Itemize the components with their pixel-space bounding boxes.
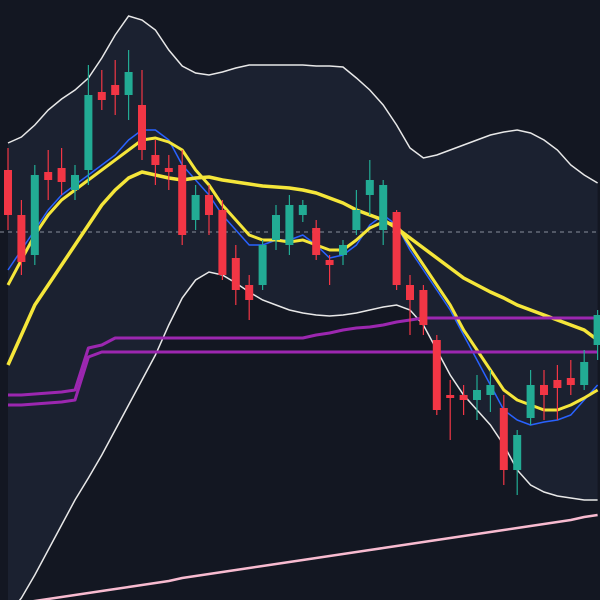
candle-body xyxy=(486,385,495,395)
candle-body xyxy=(312,228,321,255)
candle-body xyxy=(71,175,79,190)
candle-body xyxy=(392,212,401,285)
overlay-line xyxy=(6,136,599,412)
candle-body xyxy=(540,385,548,395)
candle-body xyxy=(17,215,26,262)
candle-body xyxy=(473,390,481,400)
overlay-line xyxy=(8,350,598,407)
candle-body xyxy=(406,285,414,300)
candle-body xyxy=(164,168,173,172)
candle-body xyxy=(459,395,468,400)
candle-body xyxy=(124,72,133,95)
candle-body xyxy=(111,85,120,95)
candle-body xyxy=(44,172,53,180)
candle-body xyxy=(352,210,361,230)
candle-body xyxy=(97,92,106,100)
candle-body xyxy=(151,155,160,165)
candle-body xyxy=(231,258,240,290)
candle-body xyxy=(205,195,213,215)
overlay-line xyxy=(7,129,599,426)
candle-body xyxy=(84,95,93,170)
candle-body xyxy=(593,315,600,345)
overlay-line xyxy=(8,316,598,397)
candle-body xyxy=(419,290,428,325)
band-upper xyxy=(7,15,598,184)
candle-body xyxy=(325,260,334,265)
candle-body xyxy=(553,380,562,388)
candle-body xyxy=(191,195,200,220)
candle-body xyxy=(218,210,227,275)
candle-body xyxy=(138,105,146,150)
candle-body xyxy=(446,395,455,398)
candle-body xyxy=(272,215,280,240)
candle-body xyxy=(298,205,307,215)
overlay-line xyxy=(6,170,599,366)
candle-body xyxy=(178,165,187,235)
candle-body xyxy=(513,435,522,470)
candle-body xyxy=(4,170,12,215)
candle-body xyxy=(57,168,66,182)
candle-body xyxy=(526,385,535,418)
candle-body xyxy=(30,175,39,255)
candle-body xyxy=(339,245,347,255)
candle-body xyxy=(379,185,388,230)
band-lower xyxy=(18,271,598,600)
candle-body xyxy=(285,205,294,245)
candle-body xyxy=(580,362,589,385)
candle-body xyxy=(365,180,374,195)
candle-body xyxy=(566,378,575,385)
candle-body xyxy=(432,340,441,410)
candle-body xyxy=(258,245,267,285)
candle-body xyxy=(245,285,254,300)
overlay-line xyxy=(33,513,598,600)
candle-body xyxy=(499,408,508,470)
